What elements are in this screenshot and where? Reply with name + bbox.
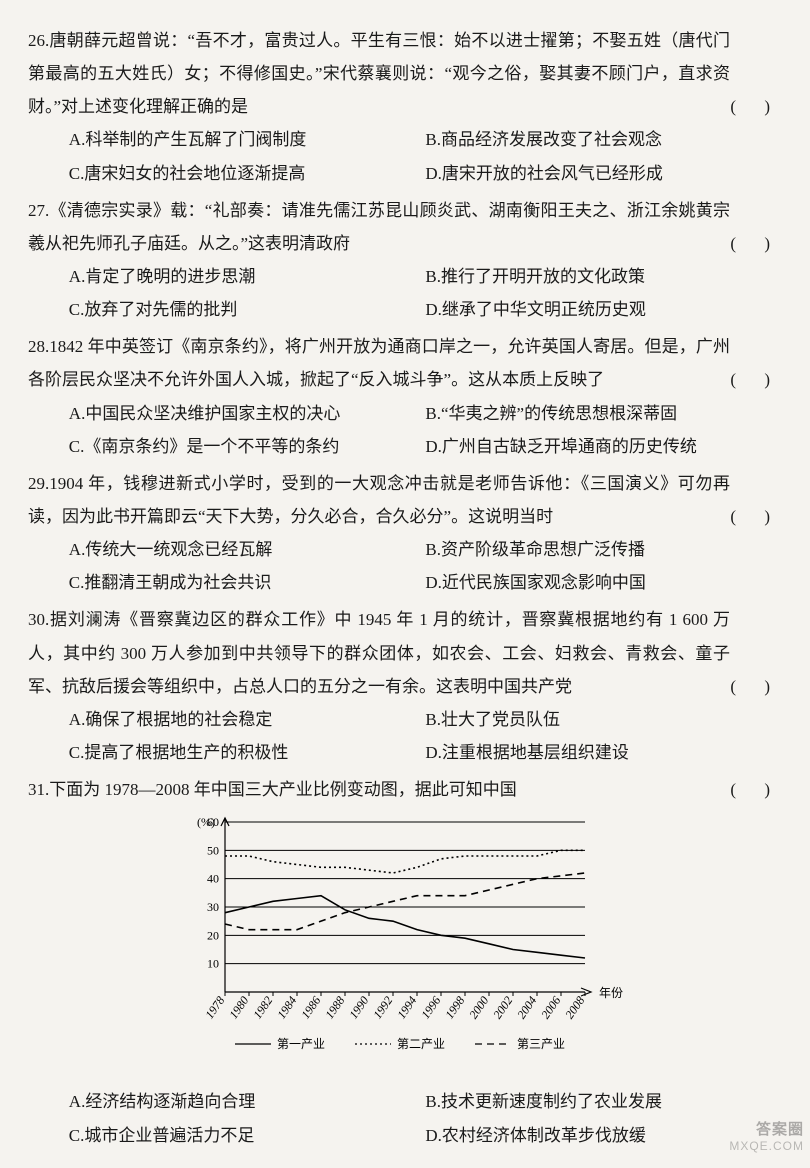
question-29: 29.1904 年，钱穆进新式小学时，受到的一大观念冲击就是老师告诉他：《三国演… <box>28 467 782 600</box>
q27-opt-a: A.肯定了晚明的进步思潮 <box>69 260 426 293</box>
svg-text:20: 20 <box>207 929 219 943</box>
svg-text:第一产业: 第一产业 <box>277 1037 325 1051</box>
svg-text:30: 30 <box>207 900 219 914</box>
q26-number: 26. <box>28 31 49 50</box>
q29-opt-d: D.近代民族国家观念影响中国 <box>425 566 782 599</box>
q26-stem: 26.唐朝薛元超曾说：“吾不才，富贵过人。平生有三恨：始不以进士擢第；不娶五姓（… <box>28 24 782 123</box>
answer-brackets: ( ) <box>730 773 782 806</box>
svg-text:1984: 1984 <box>274 994 299 1022</box>
q31-stem: 31.下面为 1978—2008 年中国三大产业比例变动图，据此可知中国 ( ) <box>28 773 782 806</box>
answer-brackets: ( ) <box>730 363 782 396</box>
q31-text: 下面为 1978—2008 年中国三大产业比例变动图，据此可知中国 <box>49 780 517 799</box>
q29-number: 29. <box>28 474 49 493</box>
answer-brackets: ( ) <box>730 227 782 260</box>
q31-opt-c: C.城市企业普遍活力不足 <box>69 1119 426 1152</box>
q28-stem: 28.1842 年中英签订《南京条约》，将广州开放为通商口岸之一，允许英国人寄居… <box>28 330 782 396</box>
q29-text: 1904 年，钱穆进新式小学时，受到的一大观念冲击就是老师告诉他：《三国演义》可… <box>28 474 730 526</box>
svg-text:2000: 2000 <box>466 994 491 1022</box>
q26-opt-a: A.科举制的产生瓦解了门阀制度 <box>69 123 426 156</box>
q26-opt-c: C.唐宋妇女的社会地位逐渐提高 <box>69 157 426 190</box>
q28-options: A.中国民众坚决维护国家主权的决心 B.“华夷之辨”的传统思想根深蒂固 C.《南… <box>28 397 782 463</box>
q29-options: A.传统大一统观念已经瓦解 B.资产阶级革命思想广泛传播 C.推翻清王朝成为社会… <box>28 533 782 599</box>
svg-text:1986: 1986 <box>298 994 323 1022</box>
svg-text:1998: 1998 <box>442 994 467 1022</box>
q30-stem: 30.据刘澜涛《晋察冀边区的群众工作》中 1945 年 1 月的统计，晋察冀根据… <box>28 603 782 702</box>
q27-number: 27. <box>28 201 49 220</box>
q29-opt-a: A.传统大一统观念已经瓦解 <box>69 533 426 566</box>
q28-opt-b: B.“华夷之辨”的传统思想根深蒂固 <box>425 397 782 430</box>
svg-text:1996: 1996 <box>418 994 443 1022</box>
q31-options: A.经济结构逐渐趋向合理 B.技术更新速度制约了农业发展 C.城市企业普遍活力不… <box>28 1085 782 1151</box>
svg-text:1994: 1994 <box>394 994 419 1022</box>
q28-opt-c: C.《南京条约》是一个不平等的条约 <box>69 430 426 463</box>
svg-text:2008: 2008 <box>562 994 587 1022</box>
q29-opt-c: C.推翻清王朝成为社会共识 <box>69 566 426 599</box>
svg-text:第三产业: 第三产业 <box>517 1037 565 1051</box>
svg-text:1988: 1988 <box>322 994 347 1022</box>
q29-opt-b: B.资产阶级革命思想广泛传播 <box>425 533 782 566</box>
q27-options: A.肯定了晚明的进步思潮 B.推行了开明开放的文化政策 C.放弃了对先儒的批判 … <box>28 260 782 326</box>
q27-stem: 27.《清德宗实录》载：“礼部奏：请准先儒江苏昆山顾炎武、湖南衡阳王夫之、浙江余… <box>28 194 782 260</box>
question-31: 31.下面为 1978—2008 年中国三大产业比例变动图，据此可知中国 ( )… <box>28 773 782 1152</box>
q31-opt-d: D.农村经济体制改革步伐放缓 <box>425 1119 782 1152</box>
svg-text:2004: 2004 <box>514 994 539 1022</box>
q26-text: 唐朝薛元超曾说：“吾不才，富贵过人。平生有三恨：始不以进士擢第；不娶五姓（唐代门… <box>28 31 730 116</box>
svg-text:2006: 2006 <box>538 994 563 1022</box>
q30-opt-d: D.注重根据地基层组织建设 <box>425 736 782 769</box>
q27-opt-d: D.继承了中华文明正统历史观 <box>425 293 782 326</box>
q28-number: 28. <box>28 337 49 356</box>
q26-opt-d: D.唐宋开放的社会风气已经形成 <box>425 157 782 190</box>
q30-opt-b: B.壮大了党员队伍 <box>425 703 782 736</box>
q28-opt-d: D.广州自古缺乏开埠通商的历史传统 <box>425 430 782 463</box>
question-27: 27.《清德宗实录》载：“礼部奏：请准先儒江苏昆山顾炎武、湖南衡阳王夫之、浙江余… <box>28 194 782 327</box>
question-28: 28.1842 年中英签订《南京条约》，将广州开放为通商口岸之一，允许英国人寄居… <box>28 330 782 463</box>
q31-number: 31. <box>28 780 49 799</box>
q27-text: 《清德宗实录》载：“礼部奏：请准先儒江苏昆山顾炎武、湖南衡阳王夫之、浙江余姚黄宗… <box>28 201 730 253</box>
svg-text:1982: 1982 <box>250 994 275 1022</box>
svg-text:60: 60 <box>207 815 219 829</box>
q28-text: 1842 年中英签订《南京条约》，将广州开放为通商口岸之一，允许英国人寄居。但是… <box>28 337 730 389</box>
svg-text:40: 40 <box>207 872 219 886</box>
q30-options: A.确保了根据地的社会稳定 B.壮大了党员队伍 C.提高了根据地生产的积极性 D… <box>28 703 782 769</box>
answer-brackets: ( ) <box>730 670 782 703</box>
svg-text:50: 50 <box>207 844 219 858</box>
chart-svg: (%)1020304050601978198019821984198619881… <box>170 812 640 1072</box>
svg-text:2002: 2002 <box>490 994 515 1022</box>
q30-number: 30. <box>28 610 49 629</box>
question-26: 26.唐朝薛元超曾说：“吾不才，富贵过人。平生有三恨：始不以进士擢第；不娶五姓（… <box>28 24 782 190</box>
question-30: 30.据刘澜涛《晋察冀边区的群众工作》中 1945 年 1 月的统计，晋察冀根据… <box>28 603 782 769</box>
q27-opt-b: B.推行了开明开放的文化政策 <box>425 260 782 293</box>
q31-opt-a: A.经济结构逐渐趋向合理 <box>69 1085 426 1118</box>
q30-opt-a: A.确保了根据地的社会稳定 <box>69 703 426 736</box>
q30-text: 据刘澜涛《晋察冀边区的群众工作》中 1945 年 1 月的统计，晋察冀根据地约有… <box>28 610 730 695</box>
answer-brackets: ( ) <box>730 90 782 123</box>
svg-text:1990: 1990 <box>346 994 371 1022</box>
svg-text:1980: 1980 <box>226 994 251 1022</box>
svg-text:1978: 1978 <box>202 994 227 1022</box>
svg-text:10: 10 <box>207 957 219 971</box>
q29-stem: 29.1904 年，钱穆进新式小学时，受到的一大观念冲击就是老师告诉他：《三国演… <box>28 467 782 533</box>
svg-text:第二产业: 第二产业 <box>397 1037 445 1051</box>
industry-chart: (%)1020304050601978198019821984198619881… <box>28 812 782 1083</box>
svg-text:年份: 年份 <box>599 986 623 1000</box>
svg-text:1992: 1992 <box>370 994 395 1022</box>
q26-options: A.科举制的产生瓦解了门阀制度 B.商品经济发展改变了社会观念 C.唐宋妇女的社… <box>28 123 782 189</box>
q26-opt-b: B.商品经济发展改变了社会观念 <box>425 123 782 156</box>
q28-opt-a: A.中国民众坚决维护国家主权的决心 <box>69 397 426 430</box>
answer-brackets: ( ) <box>730 500 782 533</box>
q30-opt-c: C.提高了根据地生产的积极性 <box>69 736 426 769</box>
q31-opt-b: B.技术更新速度制约了农业发展 <box>425 1085 782 1118</box>
q27-opt-c: C.放弃了对先儒的批判 <box>69 293 426 326</box>
